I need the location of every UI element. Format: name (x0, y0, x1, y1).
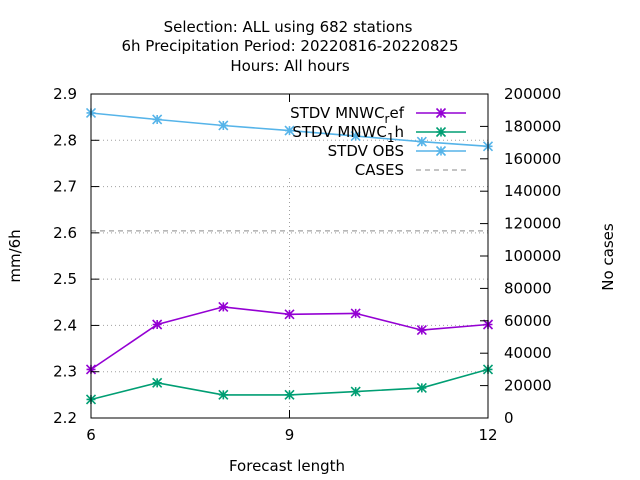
legend-marker (435, 107, 447, 119)
data-point-stdv-mnwc-1h (416, 382, 427, 393)
y-axis-label: mm/6h (6, 229, 24, 282)
y2-tick-label: 140000 (504, 182, 561, 200)
data-point-stdv-obs (284, 125, 295, 136)
data-point-stdv-mnwc-1h (218, 389, 229, 400)
y2-tick-label: 160000 (504, 150, 561, 168)
y-tick-label: 2.3 (53, 363, 77, 381)
data-point-stdv-obs (350, 131, 361, 142)
legend-label: STDV MNWCref (290, 104, 405, 126)
data-point-stdv-obs (152, 114, 163, 125)
grid (91, 139, 488, 418)
legend-marker (435, 126, 447, 138)
x-axis-label: Forecast length (229, 457, 345, 475)
y-tick-label: 2.5 (53, 270, 77, 288)
y2-tick-label: 0 (504, 409, 514, 427)
y2-tick-label: 180000 (504, 117, 561, 135)
x-tick-label: 12 (478, 426, 497, 444)
y-tick-label: 2.7 (53, 178, 77, 196)
y2-tick-label: 120000 (504, 215, 561, 233)
y2-tick-label: 200000 (504, 85, 561, 103)
y2-tick-label: 100000 (504, 247, 561, 265)
y2-tick-label: 40000 (504, 344, 552, 362)
legend-marker (435, 145, 447, 157)
y-tick-label: 2.2 (53, 409, 77, 427)
data-point-stdv-obs (416, 136, 427, 147)
data-point-stdv-mnwc-ref (152, 319, 163, 330)
y-tick-label: 2.8 (53, 131, 77, 149)
x-tick-label: 9 (285, 426, 295, 444)
y-tick-label: 2.9 (53, 85, 77, 103)
y2-tick-label: 60000 (504, 312, 552, 330)
y2-axis-label: No cases (599, 223, 617, 291)
series-layer (85, 107, 494, 405)
legend-label: STDV OBS (328, 142, 404, 160)
data-point-stdv-mnwc-ref (350, 308, 361, 319)
chart-title-line-3: Hours: All hours (230, 57, 349, 75)
axis-ticks: 2.2 2.3 2.4 2.5 2.6 2.7 2.8 2.9 0 20000 40000 60000… (53, 85, 561, 444)
data-point-stdv-mnwc-ref (416, 324, 427, 336)
y-tick-label: 2.4 (53, 316, 77, 334)
data-point-stdv-mnwc-ref (218, 301, 229, 312)
y2-tick-label: 80000 (504, 279, 552, 297)
data-point-stdv-mnwc-1h (350, 386, 361, 397)
chart-title-line-1: Selection: ALL using 682 stations (164, 18, 413, 36)
legend-label: STDV MNWC1h (292, 123, 404, 145)
legend-label: CASES (355, 161, 404, 179)
data-point-stdv-mnwc-ref (284, 309, 295, 320)
data-point-stdv-mnwc-1h (284, 389, 295, 400)
data-point-stdv-obs (218, 120, 229, 131)
y-tick-label: 2.6 (53, 224, 77, 242)
data-point-stdv-mnwc-1h (152, 377, 163, 388)
y2-tick-label: 20000 (504, 377, 552, 395)
x-tick-label: 6 (86, 426, 96, 444)
chart-title-line-2: 6h Precipitation Period: 20220816-202208… (121, 37, 458, 55)
